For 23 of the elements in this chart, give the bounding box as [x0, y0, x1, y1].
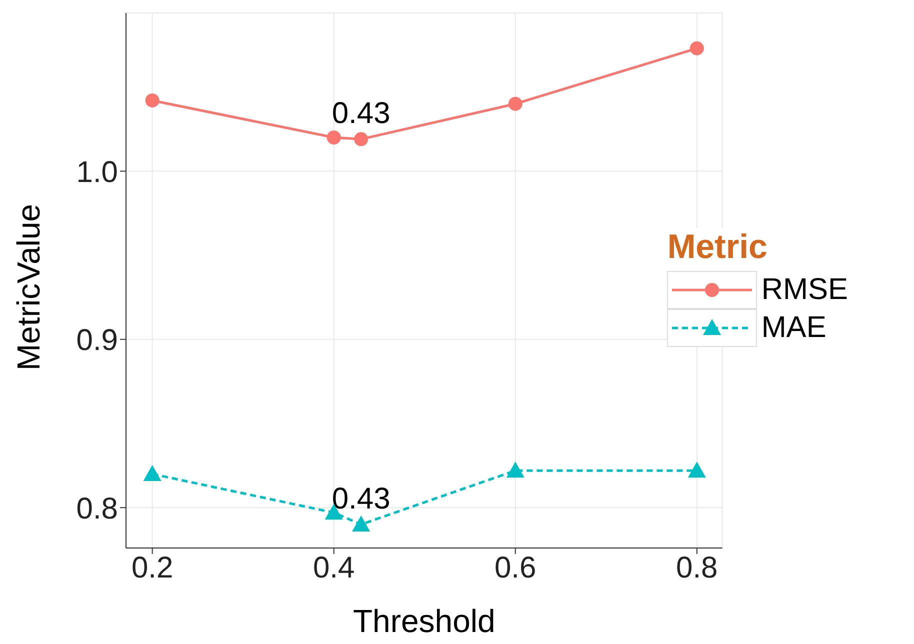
x-tick-label: 0.6	[494, 551, 536, 584]
legend-label: MAE	[761, 311, 826, 345]
annotation: 0.43	[332, 97, 390, 130]
point	[326, 130, 341, 144]
x-tick-label: 0.4	[312, 551, 355, 584]
y-axis-title: MetricValue	[10, 204, 46, 370]
legend-label: RMSE	[761, 273, 848, 307]
point	[506, 462, 524, 478]
point	[688, 462, 706, 478]
point	[352, 515, 370, 532]
y-tick-label: 1.0	[76, 156, 118, 189]
legend-title: Metric	[667, 228, 768, 267]
y-tick-label: 0.9	[76, 324, 118, 358]
annotation: 0.43	[332, 482, 390, 516]
point	[690, 41, 704, 56]
point	[508, 96, 522, 111]
x-tick-label: 0.8	[676, 551, 718, 584]
y-tick-label: 0.8	[76, 492, 118, 526]
x-tick-label: 0.2	[131, 551, 174, 584]
point	[145, 93, 160, 108]
x-axis-title: Threshold	[353, 603, 496, 639]
point	[143, 464, 162, 481]
point	[354, 132, 368, 146]
